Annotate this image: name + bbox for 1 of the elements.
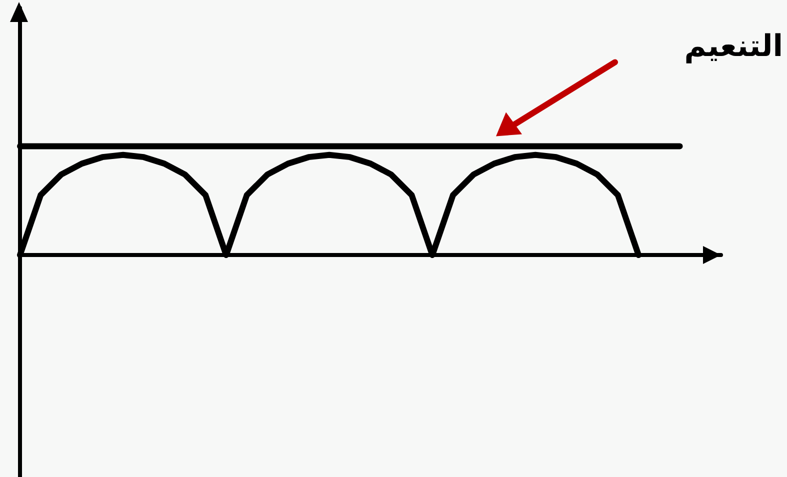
text: التنعيم <box>684 29 783 64</box>
